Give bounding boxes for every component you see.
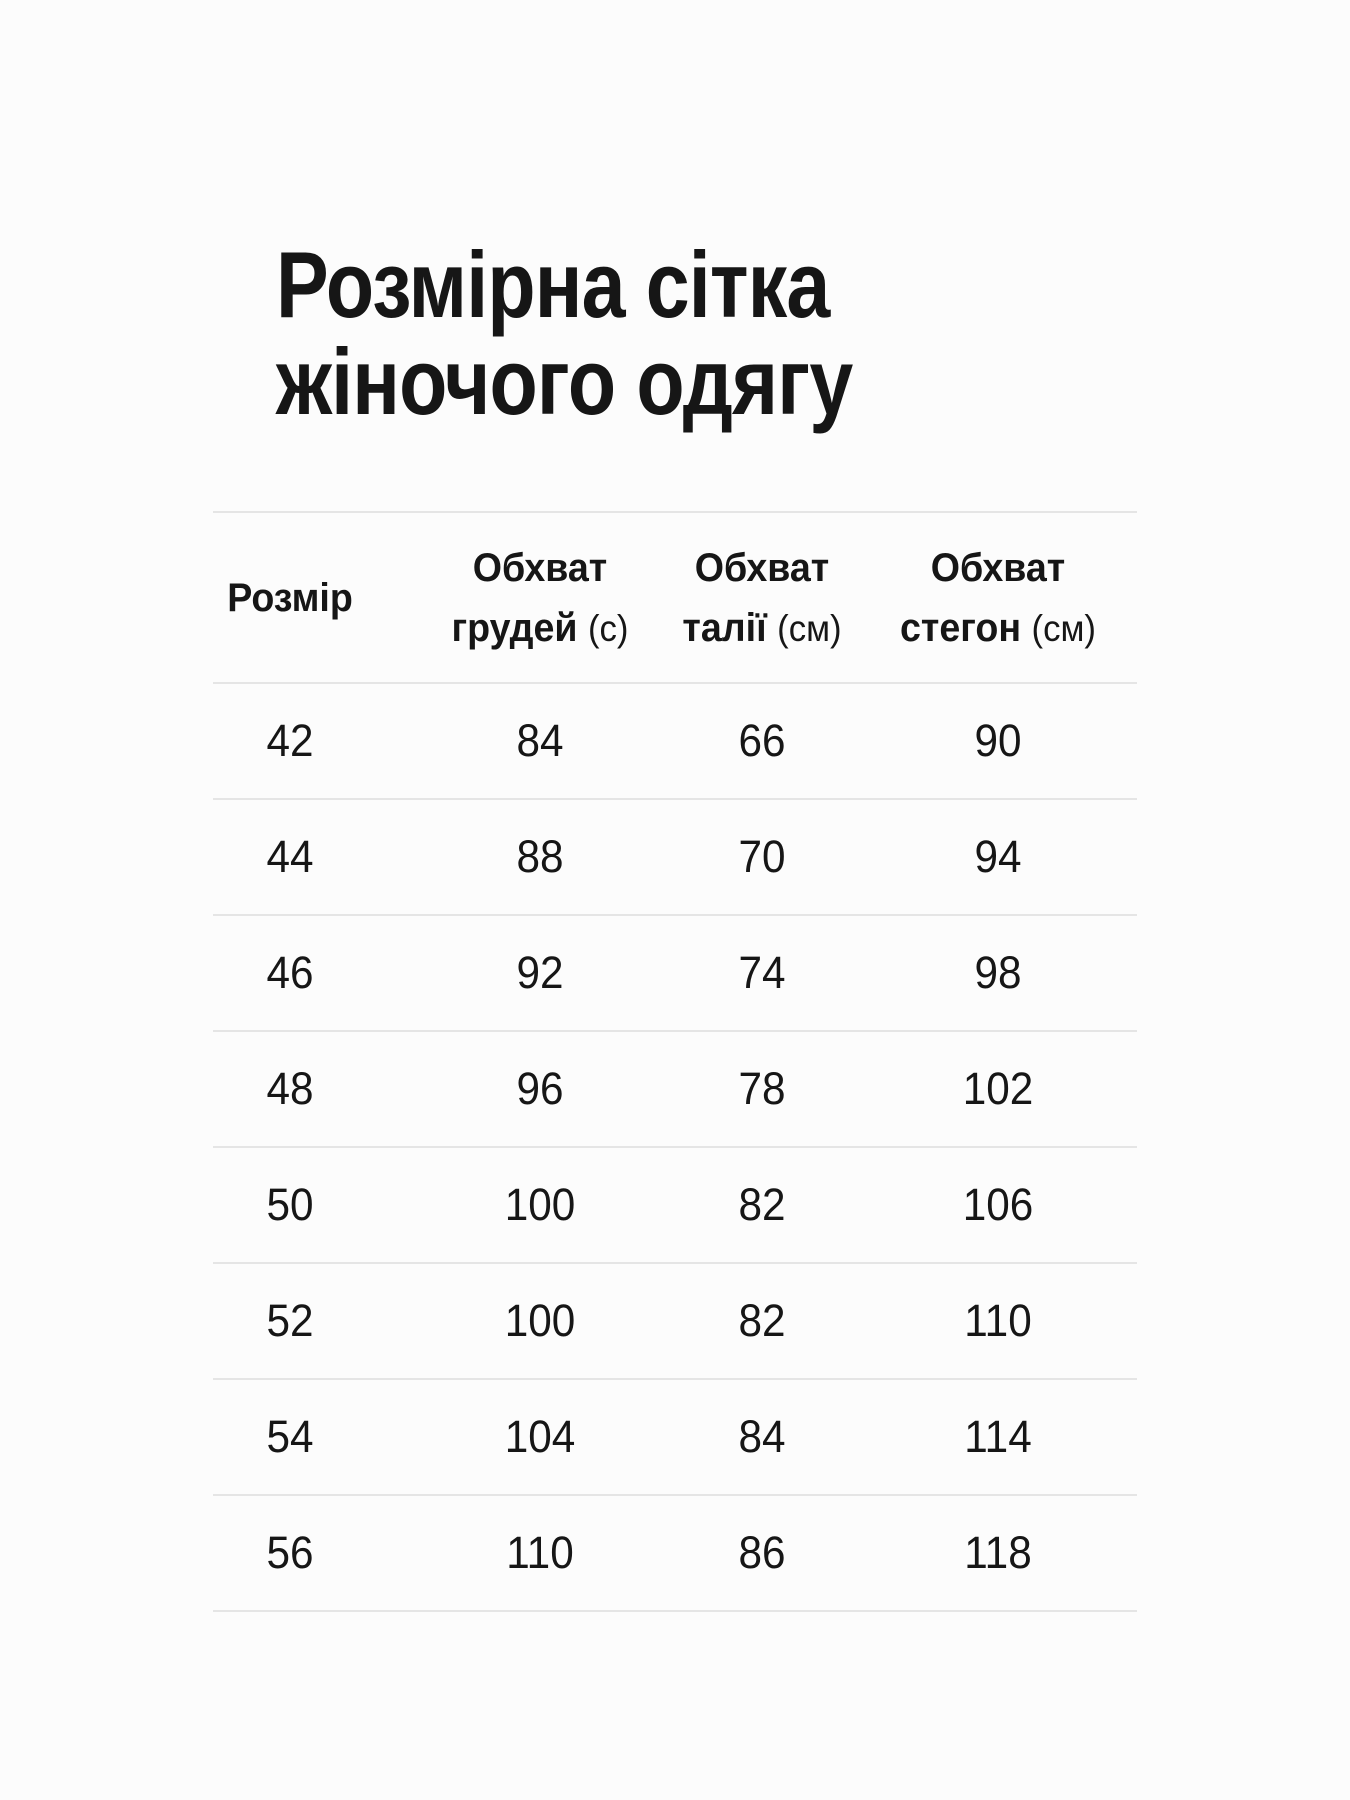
size-value: 48 — [266, 1063, 314, 1114]
waist-value: 70 — [738, 831, 786, 882]
size-value: 42 — [266, 715, 314, 766]
chest-value: 84 — [516, 715, 564, 766]
waist-value: 66 — [738, 715, 786, 766]
hips-value: 90 — [974, 715, 1022, 766]
chest-value: 100 — [504, 1179, 576, 1230]
page-title: Розмірна сітка жіночого одягу — [276, 232, 853, 434]
hips-value: 106 — [962, 1179, 1034, 1230]
size-value: 44 — [266, 831, 314, 882]
table-row: 48 96 78 102 — [213, 1032, 1137, 1148]
column-header-chest: Обхват грудей (с) — [451, 513, 628, 682]
column-header-hips: Обхват стегон (см) — [900, 513, 1096, 682]
page-title-line-1: Розмірна сітка — [276, 232, 830, 337]
column-header-waist: Обхват талії (см) — [682, 513, 841, 682]
chest-value: 92 — [516, 947, 564, 998]
column-header-waist-line2: талії (см) — [682, 608, 841, 648]
table-row: 54 104 84 114 — [213, 1380, 1137, 1496]
waist-value: 78 — [738, 1063, 786, 1114]
column-header-size: Розмір — [227, 513, 353, 682]
column-header-hips-word: стегон — [899, 605, 1022, 650]
size-value: 50 — [266, 1179, 314, 1230]
table-row: 52 100 82 110 — [213, 1264, 1137, 1380]
chest-value: 110 — [506, 1527, 574, 1578]
waist-value: 84 — [738, 1411, 786, 1462]
table-row: 56 110 86 118 — [213, 1496, 1137, 1612]
column-header-chest-unit: (с) — [587, 607, 629, 649]
size-value: 54 — [266, 1411, 314, 1462]
column-header-chest-line2: грудей (с) — [451, 608, 628, 648]
waist-value: 86 — [738, 1527, 786, 1578]
size-value: 46 — [266, 947, 314, 998]
column-header-size-label: Розмір — [227, 575, 353, 620]
table-row: 46 92 74 98 — [213, 916, 1137, 1032]
size-value: 52 — [266, 1295, 314, 1346]
size-value: 56 — [266, 1527, 314, 1578]
column-header-waist-unit: (см) — [777, 607, 842, 649]
hips-value: 114 — [964, 1411, 1032, 1462]
column-header-hips-line2: стегон (см) — [900, 608, 1096, 648]
column-header-chest-word: грудей — [451, 605, 578, 650]
chest-value: 104 — [504, 1411, 576, 1462]
column-header-hips-line1: Обхват — [930, 545, 1066, 590]
column-header-waist-line1: Обхват — [694, 545, 830, 590]
table-row: 42 84 66 90 — [213, 684, 1137, 800]
hips-value: 110 — [964, 1295, 1032, 1346]
column-header-waist-word: талії — [682, 605, 767, 650]
hips-value: 98 — [974, 947, 1022, 998]
waist-value: 82 — [738, 1295, 786, 1346]
size-table: Розмір Обхват грудей (с) Обхват талії (с… — [213, 511, 1137, 1612]
chest-value: 100 — [504, 1295, 576, 1346]
chest-value: 96 — [516, 1063, 564, 1114]
table-header-row: Розмір Обхват грудей (с) Обхват талії (с… — [213, 513, 1137, 684]
waist-value: 74 — [738, 947, 786, 998]
column-header-chest-line1: Обхват — [472, 545, 608, 590]
hips-value: 118 — [964, 1527, 1032, 1578]
page-title-line-2: жіночого одягу — [276, 329, 853, 434]
table-row: 50 100 82 106 — [213, 1148, 1137, 1264]
hips-value: 102 — [962, 1063, 1034, 1114]
column-header-hips-unit: (см) — [1031, 607, 1097, 649]
hips-value: 94 — [974, 831, 1022, 882]
table-row: 44 88 70 94 — [213, 800, 1137, 916]
chest-value: 88 — [516, 831, 564, 882]
waist-value: 82 — [738, 1179, 786, 1230]
